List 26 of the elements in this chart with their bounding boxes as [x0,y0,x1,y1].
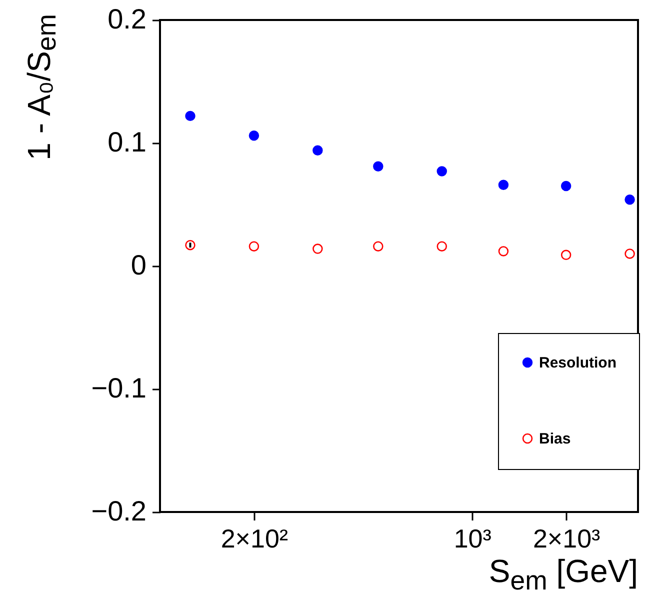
y-tick-label: 0.1 [108,126,146,158]
legend-label: Bias [539,430,571,448]
y-tick-label: 0 [130,250,146,280]
point [248,241,260,252]
x-tick-label: 2×10³ [532,524,601,554]
point [498,180,509,190]
y-tick-label: −0.1 [91,372,146,404]
point [185,110,196,122]
point [312,244,323,254]
y-tick-label: 0.2 [108,4,146,34]
legend-label: Resolution [539,354,616,372]
point [312,145,323,156]
x-axis-title: S$_{em}$ [GeV] [488,552,638,596]
point [373,241,384,252]
point [560,180,572,192]
y-tick-label: −0.2 [91,496,146,526]
point [624,194,635,205]
point [248,130,260,141]
point [436,166,447,176]
x-tick-label: 10³ [454,524,492,554]
point [560,250,572,260]
point [624,248,635,259]
point [498,246,509,256]
x-tick-label: 2×10² [220,524,288,554]
point [436,241,447,252]
point [373,161,384,172]
